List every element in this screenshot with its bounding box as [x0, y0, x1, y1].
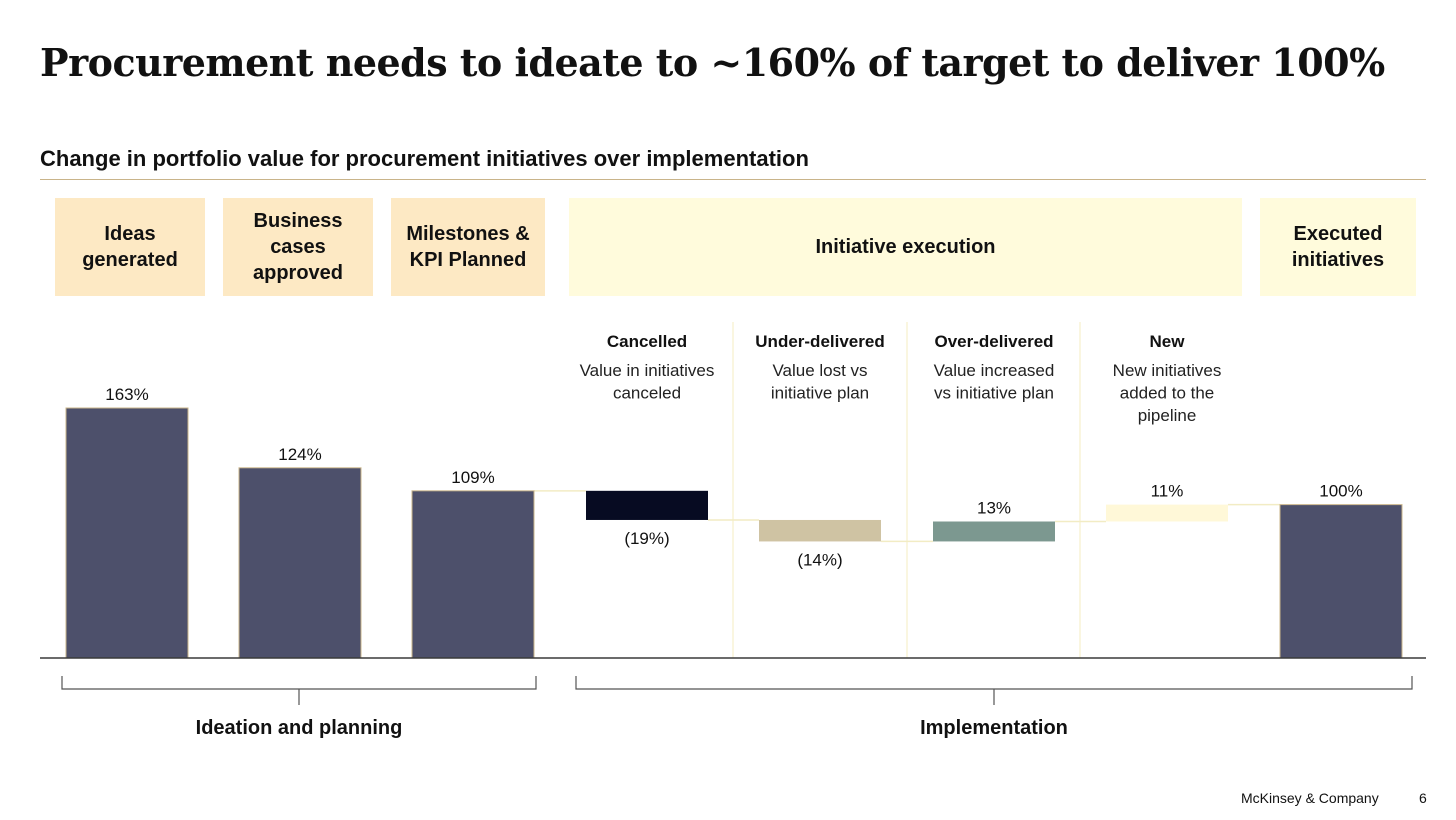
column-headings: Cancelled Value in initiatives canceled Und… — [580, 332, 1222, 425]
column-description-line: canceled — [613, 384, 681, 403]
bar-label-6: 13% — [977, 498, 1011, 517]
column-description-line: pipeline — [1138, 406, 1197, 425]
bar-milestones-kpi-planned — [411, 490, 535, 659]
bar-label-3: 109% — [451, 468, 494, 487]
stage-business-cases: Business cases approved — [223, 198, 373, 296]
stage-milestones-label: Milestones & KPI Planned — [406, 223, 530, 271]
stage-ideas-label: Ideas generated — [82, 223, 178, 271]
column-description-line: Value lost vs — [772, 361, 867, 380]
bar-value-labels: 163% 124% 109% (19%) (14%) 13% 11% 100% — [105, 385, 1362, 569]
bar-label-8: 100% — [1319, 482, 1362, 501]
column-description-line: New initiatives — [1113, 361, 1222, 380]
stage-initiative-execution: Initiative execution — [569, 198, 1242, 296]
footer-page-number: 6 — [1419, 790, 1427, 806]
column-heading-3: Over-delivered — [934, 332, 1053, 351]
bar-label-5: (14%) — [797, 550, 842, 569]
column-description-line: Value in initiatives — [580, 361, 715, 380]
bar-over-delivered — [933, 521, 1055, 542]
bracket-implementation-label: Implementation — [920, 717, 1068, 739]
bar-business-cases-approved — [238, 467, 362, 659]
stage-executed-label: Executed initiatives — [1291, 223, 1385, 271]
stage-executed-initiatives: Executed initiatives — [1260, 198, 1416, 296]
bar-label-4: (19%) — [624, 529, 669, 548]
stage-ideas-generated: Ideas generated — [55, 198, 205, 296]
column-description-line: added to the — [1120, 384, 1215, 403]
stage-business-label: Business cases approved — [252, 210, 344, 284]
bar-label-1: 163% — [105, 385, 148, 404]
bar-new — [1106, 504, 1228, 522]
bracket-ideation-label: Ideation and planning — [196, 717, 403, 739]
stage-execution-label: Initiative execution — [815, 236, 996, 258]
bar-label-2: 124% — [278, 445, 321, 464]
bracket-ideation — [61, 676, 537, 705]
bars — [65, 407, 1403, 659]
chart-subtitle: Change in portfolio value for procuremen… — [40, 146, 809, 171]
subtitle-divider — [40, 179, 1426, 180]
bar-connectors — [534, 490, 1280, 543]
column-heading-1: Cancelled — [607, 332, 687, 351]
column-description-line: initiative plan — [771, 384, 869, 403]
column-description-line: Value increased — [934, 361, 1055, 380]
bar-executed-initiatives — [1279, 504, 1403, 659]
footer-company: McKinsey & Company — [1241, 790, 1379, 806]
column-heading-2: Under-delivered — [755, 332, 884, 351]
column-separators — [732, 322, 1081, 658]
bar-label-7: 11% — [1151, 482, 1184, 501]
bracket-implementation — [575, 676, 1413, 705]
slide-title: Procurement needs to ideate to ~160% of … — [40, 40, 1385, 85]
stage-milestones: Milestones & KPI Planned — [391, 198, 545, 296]
bar-under-delivered — [759, 519, 881, 542]
bar-ideas-generated — [65, 407, 189, 659]
bar-cancelled — [586, 490, 708, 520]
column-heading-4: New — [1150, 332, 1186, 351]
column-description-line: vs initiative plan — [934, 384, 1054, 403]
